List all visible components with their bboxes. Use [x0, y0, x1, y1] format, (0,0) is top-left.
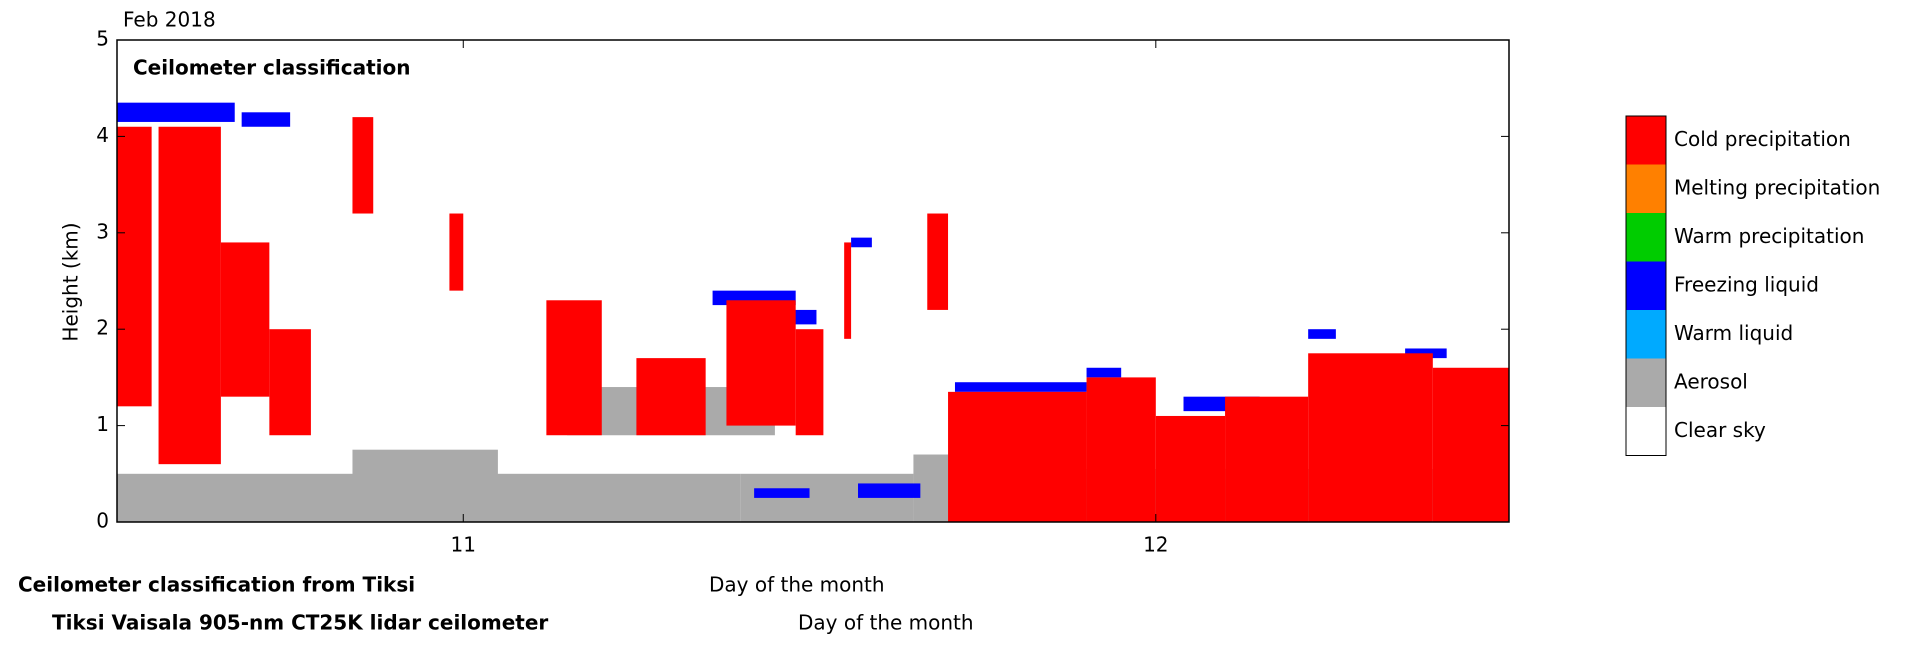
- class-region: [726, 300, 796, 426]
- legend-swatch: [1626, 213, 1666, 262]
- class-region: [546, 300, 602, 436]
- class-region: [1225, 396, 1309, 522]
- class-region: [117, 102, 235, 122]
- class-region: [241, 112, 291, 127]
- legend-swatch: [1626, 261, 1666, 310]
- class-region: [927, 213, 949, 310]
- class-region: [352, 449, 498, 484]
- class-region: [449, 213, 464, 291]
- date-label: Feb 2018: [123, 8, 216, 32]
- class-region: [844, 242, 852, 339]
- footer-line: Ceilometer classification from Tiksi: [18, 573, 415, 597]
- class-region: [1086, 377, 1156, 522]
- y-tick-label: 3: [96, 219, 109, 243]
- class-region: [795, 329, 824, 436]
- legend-swatch: [1626, 164, 1666, 213]
- legend-swatch: [1626, 358, 1666, 407]
- legend-swatch: [1626, 407, 1666, 456]
- class-region: [352, 117, 374, 214]
- class-region: [1308, 329, 1336, 339]
- class-region: [220, 242, 270, 397]
- class-region: [851, 237, 872, 248]
- legend-label: Clear sky: [1674, 418, 1766, 442]
- y-tick-label: 1: [96, 412, 109, 436]
- legend-label: Warm liquid: [1674, 321, 1793, 345]
- class-region: [1432, 367, 1509, 522]
- y-tick-label: 4: [96, 123, 109, 147]
- class-region: [1155, 415, 1226, 522]
- legend-label: Melting precipitation: [1674, 175, 1880, 199]
- legend-swatch: [1626, 116, 1666, 165]
- chart-title: Ceilometer classification: [133, 56, 411, 80]
- legend-label: Cold precipitation: [1674, 127, 1851, 151]
- footer-line: Tiksi Vaisala 905-nm CT25K lidar ceilome…: [52, 611, 548, 635]
- y-axis-label: Height (km): [59, 222, 83, 341]
- x-tick-label: 11: [451, 533, 476, 557]
- class-region: [158, 126, 221, 465]
- class-region: [1308, 353, 1433, 522]
- legend-label: Aerosol: [1674, 369, 1748, 393]
- legend-swatch: [1626, 310, 1666, 359]
- y-tick-label: 2: [96, 316, 109, 340]
- class-region: [954, 382, 1087, 392]
- y-tick-label: 0: [96, 509, 109, 533]
- plot-frame: [116, 39, 1510, 523]
- plot-area: [117, 102, 1509, 522]
- x-axis-label: Day of the month: [709, 573, 885, 597]
- class-region: [858, 483, 921, 498]
- x-axis-label: Day of the month: [798, 611, 974, 635]
- legend-frame: [1625, 115, 1667, 456]
- legend-label: Freezing liquid: [1674, 272, 1819, 296]
- class-region: [269, 329, 311, 436]
- class-region: [117, 126, 152, 407]
- class-region: [754, 488, 810, 498]
- legend-label: Warm precipitation: [1674, 224, 1864, 248]
- class-region: [948, 391, 1087, 522]
- class-region: [636, 358, 706, 436]
- y-tick-label: 5: [96, 27, 109, 51]
- class-region: [1086, 367, 1122, 378]
- x-tick-label: 12: [1143, 533, 1168, 557]
